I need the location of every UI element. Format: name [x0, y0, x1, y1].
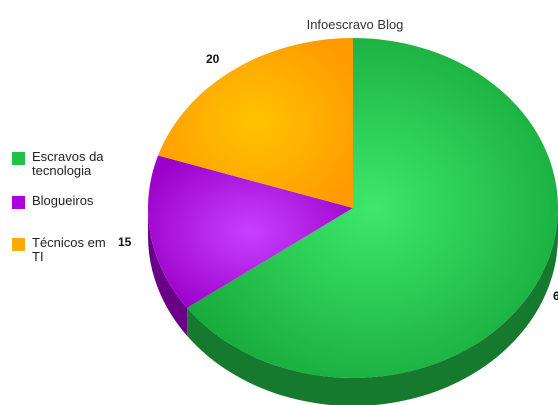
- data-label-escravos: 6: [553, 289, 558, 303]
- legend-label-tecnicos: Técnicos em TI: [32, 235, 106, 264]
- legend-label-escravos: Escravos da tecnologia: [32, 149, 104, 178]
- pie-slices: [148, 37, 558, 379]
- legend-item-escravos: Escravos da tecnologia: [12, 150, 120, 178]
- pie-sides: [148, 208, 558, 405]
- pie-slice-escravos: [187, 38, 558, 379]
- pie-slice-blogueiros: [148, 155, 353, 308]
- legend-item-tecnicos: Técnicos em TI: [12, 236, 120, 264]
- legend-swatch-tecnicos: [12, 238, 25, 251]
- chart-title: Infoescravo Blog: [306, 17, 404, 32]
- pie-side-blogueiros: [148, 208, 188, 336]
- legend-item-blogueiros: Blogueiros: [12, 194, 120, 209]
- pie-side-escravos: [187, 208, 558, 405]
- data-label-tecnicos: 20: [206, 52, 220, 66]
- data-label-blogueiros: 15: [118, 235, 132, 249]
- legend-swatch-escravos: [12, 152, 25, 165]
- legend-swatch-blogueiros: [12, 196, 25, 209]
- pie-data-labels: 6 15 20: [118, 52, 558, 303]
- legend-label-blogueiros: Blogueiros: [32, 193, 94, 208]
- pie-slice-tecnicos: [158, 37, 353, 209]
